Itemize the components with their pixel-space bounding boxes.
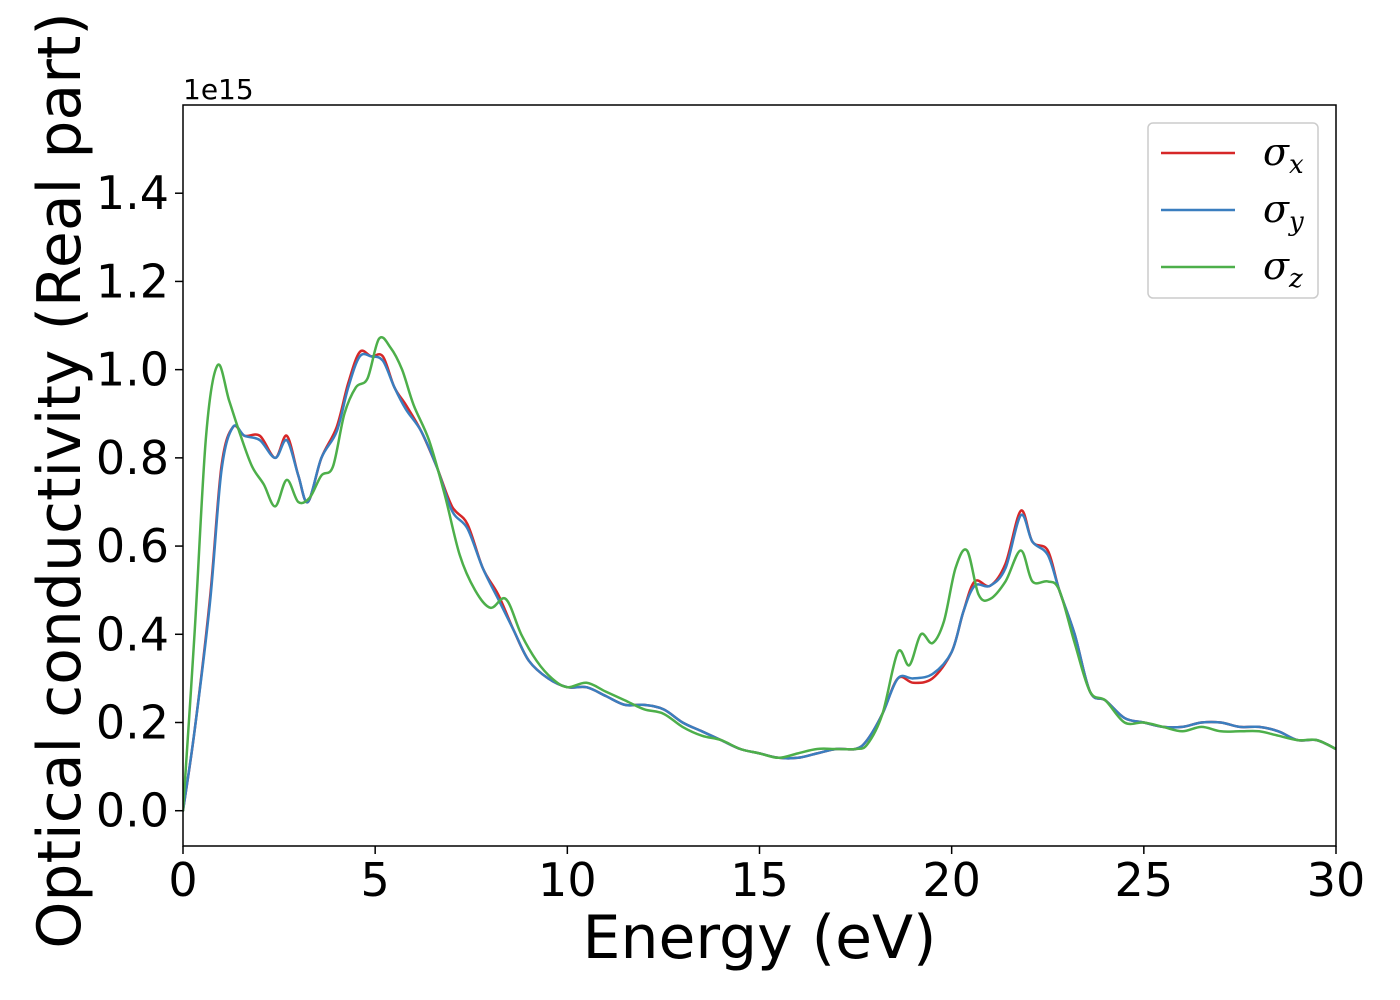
y-tick-label: 0.0 xyxy=(96,784,169,838)
x-tick-label: 20 xyxy=(922,853,981,907)
legend-label-x: σx xyxy=(1263,130,1304,180)
x-axis-ticks: 0 5 10 15 20 25 30 xyxy=(168,846,1365,907)
y-tick-label: 1.0 xyxy=(96,343,169,397)
series-layer xyxy=(183,336,1336,812)
y-tick-label: 0.8 xyxy=(96,431,169,485)
y-axis-label: Optical conductivity (Real part) xyxy=(25,12,95,949)
x-tick-label: 15 xyxy=(730,853,789,907)
legend-label-z: σz xyxy=(1263,244,1303,294)
x-axis-label: Energy (eV) xyxy=(583,903,937,973)
y-tick-label: 0.4 xyxy=(96,607,169,661)
legend-label-y: σy xyxy=(1263,187,1304,237)
x-tick-label: 25 xyxy=(1115,853,1174,907)
y-tick-label: 1.4 xyxy=(96,166,169,220)
x-tick-label: 0 xyxy=(168,853,197,907)
y-axis-ticks: 0.0 0.2 0.4 0.6 0.8 1.0 1.2 1.4 xyxy=(96,166,183,838)
y-tick-label: 1.2 xyxy=(96,254,169,308)
legend: σx σy σz xyxy=(1147,122,1319,299)
y-tick-label: 0.6 xyxy=(96,519,169,573)
x-tick-label: 5 xyxy=(361,853,390,907)
series-line-z xyxy=(183,336,1336,812)
x-tick-label: 30 xyxy=(1307,853,1366,907)
x-tick-label: 10 xyxy=(538,853,597,907)
y-offset-label: 1e15 xyxy=(183,73,254,106)
y-tick-label: 0.2 xyxy=(96,696,169,750)
